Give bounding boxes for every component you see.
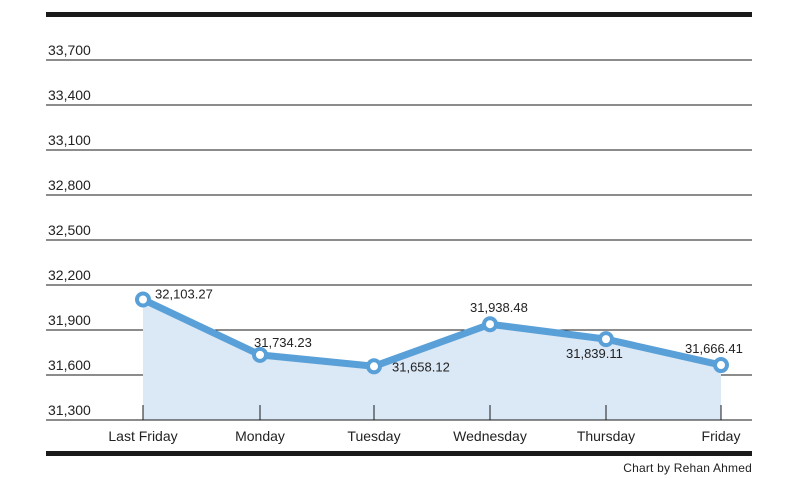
x-tick-label: Wednesday [453,428,527,444]
y-tick-label: 32,200 [48,267,91,283]
data-label: 32,103.27 [155,287,213,302]
y-tick-label: 32,800 [48,177,91,193]
y-tick-label: 33,100 [48,132,91,148]
bottom-rule [46,451,752,456]
x-tick-label: Monday [235,428,285,444]
data-labels: 32,103.27 31,734.23 31,658.12 31,938.48 31,8… [155,287,743,375]
data-point [252,346,268,363]
area-fill [143,299,721,420]
x-axis: Last Friday Monday Tuesday Wednesday Thursda… [46,405,752,444]
data-label: 31,658.12 [392,359,450,374]
data-label: 31,734.23 [254,335,312,350]
y-tick-label: 32,500 [48,222,91,238]
data-point [713,357,729,374]
y-tick-label: 31,900 [48,312,91,328]
x-tick-label: Last Friday [108,428,177,444]
y-tick-label: 31,600 [48,357,91,373]
chart-credit: Chart by Rehan Ahmed [623,461,752,475]
y-tick-label: 33,400 [48,87,91,103]
data-point [482,316,498,333]
data-label: 31,666.41 [685,341,743,356]
data-point [598,331,614,348]
x-tick-label: Thursday [577,428,635,444]
y-axis-ticks: 31,300 31,600 31,900 32,200 32,500 32,800 33,1… [48,42,91,418]
top-rule [46,12,752,17]
x-tick-label: Tuesday [347,428,400,444]
y-tick-label: 31,300 [48,402,91,418]
data-point [135,291,151,308]
series-line [139,296,725,370]
data-label: 31,839.11 [566,346,623,361]
data-points [135,291,729,375]
x-tick-label: Friday [702,428,741,444]
y-tick-label: 33,700 [48,42,91,58]
data-label: 31,938.48 [470,300,528,315]
data-point [366,358,382,375]
